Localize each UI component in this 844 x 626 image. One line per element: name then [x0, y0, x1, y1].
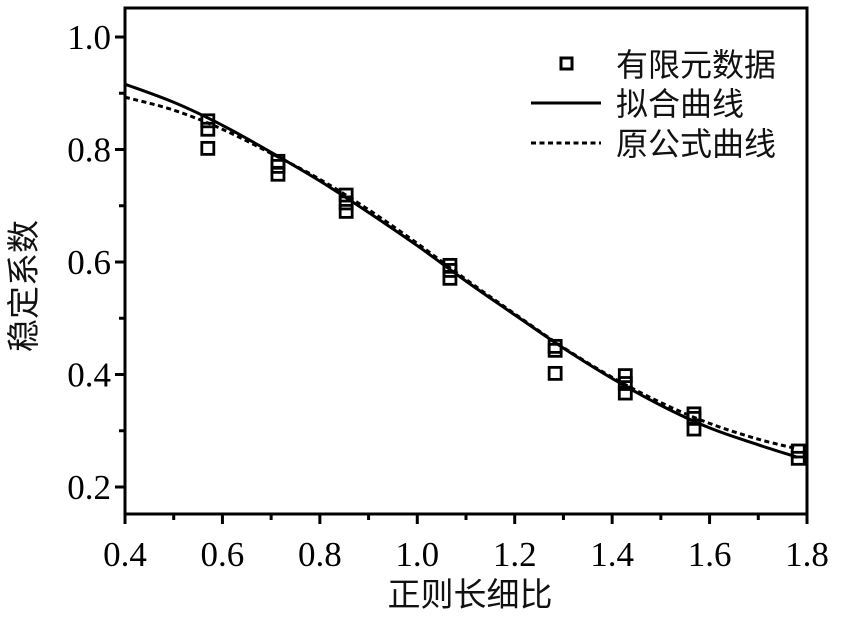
y-axis-label: 稳定系数 [4, 220, 43, 352]
fem-data-point [338, 187, 354, 203]
y-tick-label: 0.4 [67, 356, 111, 395]
fem-data-point [200, 140, 216, 156]
fem-data-point [338, 203, 354, 219]
x-tick-label: 1.2 [493, 535, 537, 574]
fem-data-point [617, 385, 633, 401]
x-axis-ticks: 0.4 0.6 0.8 1.0 1.2 1.4 1.6 1.8 [103, 514, 829, 574]
fem-data-point [617, 368, 633, 384]
fem-data-point [338, 195, 354, 211]
legend: 有限元数据 拟合曲线 原公式曲线 [531, 46, 776, 163]
fem-data-point [547, 342, 563, 358]
fem-data-point [270, 166, 286, 182]
fem-data-point [617, 376, 633, 391]
y-tick-label: 0.8 [67, 131, 111, 170]
legend-label-fem-data: 有限元数据 [616, 46, 776, 84]
y-axis-ticks: 0.2 0.4 0.6 0.8 1.0 [67, 18, 125, 507]
x-tick-label: 0.8 [298, 535, 342, 574]
legend-label-original-curve: 原公式曲线 [616, 125, 776, 163]
fem-data-point [442, 263, 458, 278]
y-tick-label: 0.2 [67, 468, 111, 507]
x-tick-label: 0.4 [103, 535, 147, 574]
fem-data-point [270, 158, 286, 174]
fem-data-point [790, 450, 806, 466]
fem-data-point [200, 121, 216, 137]
fem-data-point [547, 365, 563, 381]
x-axis-label: 正则长细比 [388, 575, 553, 614]
square-marker-icon [559, 56, 574, 71]
x-tick-label: 1.6 [688, 535, 732, 574]
data-markers [200, 113, 806, 466]
y-tick-label: 0.6 [67, 243, 111, 282]
y-tick-label: 1.0 [67, 18, 111, 57]
x-tick-label: 1.0 [395, 535, 439, 574]
fem-data-point [686, 421, 702, 437]
x-tick-label: 0.6 [201, 535, 245, 574]
x-tick-label: 1.8 [785, 535, 829, 574]
x-tick-label: 1.4 [590, 535, 634, 574]
original-formula-curve [124, 95, 798, 451]
fem-data-point [200, 113, 216, 129]
fem-data-point [442, 270, 458, 286]
legend-label-fitted-curve: 拟合曲线 [616, 85, 744, 123]
